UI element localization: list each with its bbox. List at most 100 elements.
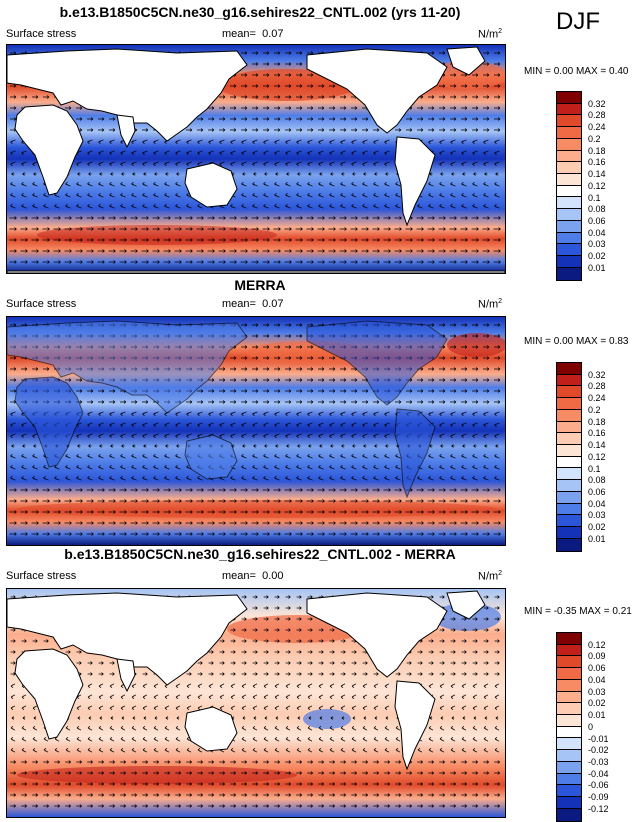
wind-arrow — [186, 204, 192, 209]
wind-arrow — [285, 400, 292, 404]
wind-arrow — [252, 411, 258, 416]
wind-arrow — [449, 532, 457, 536]
wind-arrow — [186, 400, 193, 404]
wind-arrow — [263, 106, 270, 110]
wind-arrow — [395, 193, 401, 198]
wind-arrow — [395, 182, 401, 187]
wind-arrow — [263, 62, 270, 66]
panel-2-units: N/m2 — [478, 298, 502, 311]
wind-arrow — [428, 760, 435, 764]
wind-arrow — [42, 510, 50, 514]
wind-arrow — [307, 193, 313, 198]
wind-arrow — [340, 782, 347, 786]
wind-arrow — [329, 193, 335, 198]
panel-2-units-exp: 2 — [498, 298, 503, 305]
wind-arrow — [230, 356, 237, 360]
wind-arrow — [43, 760, 50, 764]
wind-arrow — [76, 389, 83, 393]
wind-arrow — [439, 139, 445, 144]
colorbar-box — [557, 185, 581, 198]
wind-arrow — [450, 193, 456, 198]
wind-arrow — [65, 737, 71, 742]
wind-arrow — [328, 488, 336, 492]
wind-arrow — [241, 378, 248, 382]
wind-arrow — [98, 771, 105, 775]
wind-arrow — [284, 488, 292, 492]
wind-arrow — [10, 117, 17, 121]
wind-arrow — [483, 595, 489, 599]
wind-arrow — [417, 672, 423, 676]
wind-arrow — [483, 804, 490, 808]
wind-arrow — [241, 661, 247, 665]
wind-arrow — [110, 716, 114, 720]
wind-arrow — [164, 726, 170, 731]
wind-arrow — [461, 193, 467, 198]
wind-arrow — [21, 737, 27, 742]
wind-arrow — [10, 204, 16, 209]
wind-arrow — [428, 595, 434, 599]
wind-arrow — [153, 139, 159, 144]
wind-arrow — [10, 683, 16, 688]
wind-arrow — [284, 510, 292, 514]
wind-arrow — [241, 433, 247, 438]
wind-arrow — [450, 95, 457, 99]
colorbar-box — [557, 92, 581, 104]
wind-arrow — [438, 260, 446, 264]
wind-arrow — [10, 737, 16, 742]
wind-arrow — [263, 726, 269, 731]
wind-arrow — [438, 238, 446, 242]
wind-arrow — [340, 139, 346, 144]
wind-arrow — [440, 172, 444, 176]
wind-arrow — [175, 683, 181, 688]
wind-arrow — [241, 476, 247, 481]
wind-arrow — [207, 499, 215, 503]
wind-arrow — [494, 737, 500, 742]
wind-arrow — [384, 737, 390, 742]
wind-arrow — [230, 128, 237, 132]
wind-arrow — [142, 694, 148, 699]
wind-arrow — [142, 782, 149, 786]
wind-arrow — [494, 367, 501, 371]
wind-arrow — [450, 84, 457, 88]
wind-arrow — [20, 227, 28, 231]
wind-arrow — [175, 782, 182, 786]
colorbar-box — [557, 267, 581, 280]
wind-arrow — [384, 793, 391, 797]
wind-arrow — [241, 389, 248, 393]
wind-arrow — [240, 238, 248, 242]
wind-arrow — [362, 804, 369, 808]
wind-arrow — [439, 193, 445, 198]
wind-arrow — [153, 204, 159, 209]
wind-arrow — [21, 182, 27, 187]
wind-arrow — [406, 771, 413, 775]
wind-arrow — [307, 793, 314, 797]
wind-arrow — [307, 411, 313, 416]
wind-arrow — [274, 73, 281, 77]
wind-arrow — [253, 444, 257, 448]
wind-arrow — [494, 378, 501, 382]
wind-arrow — [163, 532, 171, 536]
wind-arrow — [109, 476, 115, 481]
wind-arrow — [296, 389, 303, 393]
wind-arrow — [362, 161, 368, 166]
wind-arrow — [185, 249, 193, 253]
wind-arrow — [483, 433, 489, 438]
wind-arrow — [439, 106, 446, 110]
wind-arrow — [87, 737, 93, 742]
wind-arrow — [351, 182, 357, 187]
wind-arrow — [22, 172, 26, 176]
wind-arrow — [164, 782, 171, 786]
wind-arrow — [362, 422, 368, 427]
wind-arrow — [153, 193, 159, 198]
wind-arrow — [317, 249, 325, 253]
colorbar-box — [557, 738, 581, 751]
wind-arrow — [495, 716, 499, 720]
wind-arrow — [285, 411, 291, 416]
wind-arrow — [286, 444, 290, 448]
wind-arrow — [31, 532, 39, 536]
wind-arrow — [218, 227, 226, 231]
wind-arrow — [296, 117, 303, 121]
wind-arrow — [75, 532, 83, 536]
wind-arrow — [383, 260, 391, 264]
panel-2-mean-label: mean= — [222, 298, 256, 310]
